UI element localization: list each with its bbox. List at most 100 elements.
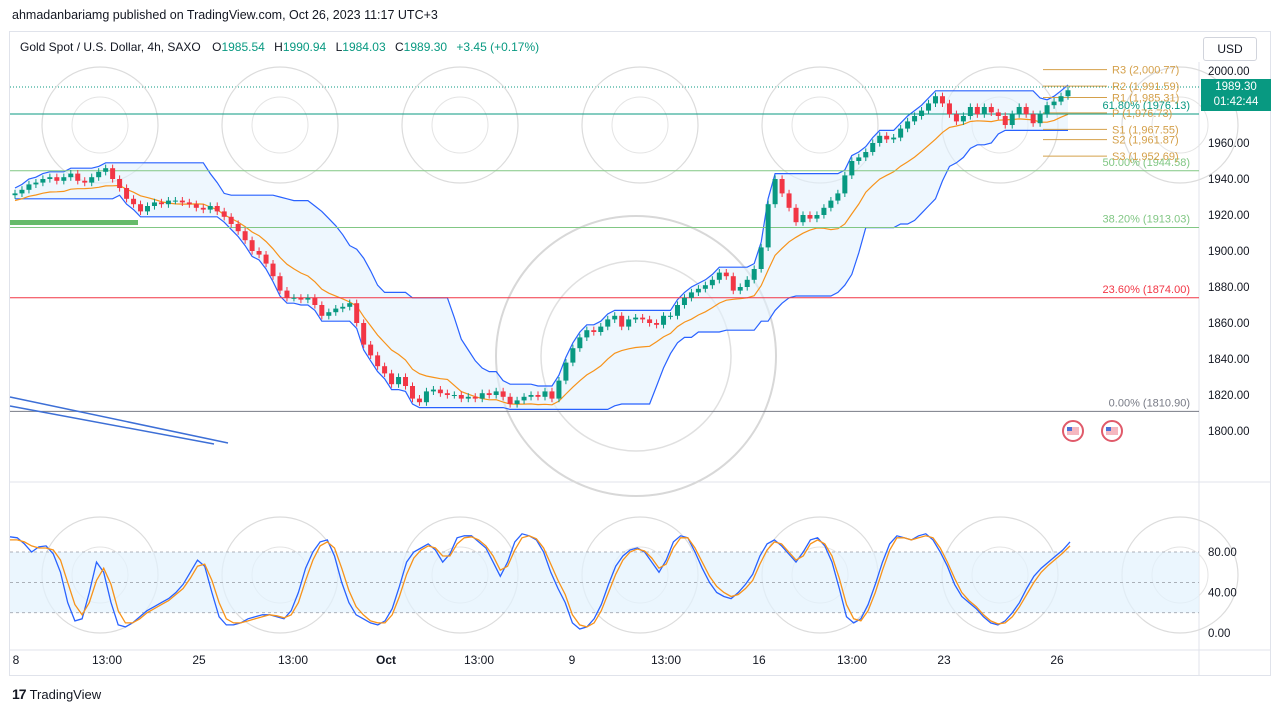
candle-body xyxy=(96,171,102,178)
candle-body xyxy=(765,204,771,248)
time-tick-label: 9 xyxy=(569,653,576,667)
candle-body xyxy=(1044,105,1050,115)
candle-body xyxy=(493,391,499,395)
candle-body xyxy=(26,184,32,190)
candle-body xyxy=(1058,96,1064,102)
candle-body xyxy=(89,177,95,183)
high-key: H xyxy=(274,40,283,54)
pivot-label: R3 (2,000.77) xyxy=(1112,65,1179,77)
pivot-label: S1 (1,967.55) xyxy=(1112,124,1179,136)
candle-body xyxy=(423,391,429,403)
candle-body xyxy=(870,143,876,152)
flag-canton xyxy=(1067,427,1072,431)
candle-body xyxy=(751,269,757,280)
large-watermark-seal-inner xyxy=(540,260,732,452)
watermark-seal xyxy=(401,66,519,184)
candle-body xyxy=(612,315,618,320)
candle-body xyxy=(828,200,834,208)
candle-body xyxy=(1009,114,1015,125)
candle-body xyxy=(528,395,534,397)
candle-body xyxy=(151,202,157,206)
candle-body xyxy=(674,305,680,316)
candles xyxy=(12,86,1071,408)
candle-body xyxy=(974,107,980,115)
close-key: C xyxy=(395,40,404,54)
currency-button[interactable]: USD xyxy=(1203,37,1257,61)
chart-frame xyxy=(9,31,1271,676)
candle-body xyxy=(737,287,743,291)
candle-body xyxy=(814,215,820,219)
candle-body xyxy=(668,315,674,317)
price-tick-label: 1820.00 xyxy=(1208,390,1250,402)
candle-body xyxy=(995,112,1001,116)
candle-body xyxy=(214,206,220,212)
candle-body xyxy=(12,193,18,196)
candle-body xyxy=(396,377,402,385)
candle-body xyxy=(960,116,966,122)
flag-canton xyxy=(1106,427,1111,431)
pivot-label: R2 (1,991.59) xyxy=(1112,81,1179,93)
candle-body xyxy=(47,177,53,179)
candle-body xyxy=(451,395,457,396)
watermark-seal-inner xyxy=(251,96,309,154)
candle-body xyxy=(946,103,952,115)
watermark-seal-inner xyxy=(431,96,489,154)
pivot-label: S2 (1,961.87) xyxy=(1112,135,1179,147)
candle-body xyxy=(277,276,283,291)
candle-body xyxy=(842,175,848,194)
candle-body xyxy=(1051,101,1057,106)
candle-body xyxy=(375,355,381,367)
candle-body xyxy=(193,204,199,208)
price-tick-label: 1880.00 xyxy=(1208,282,1250,294)
candle-body xyxy=(186,202,192,205)
candle-body xyxy=(877,135,883,143)
chart-misc xyxy=(9,220,1123,445)
candle-body xyxy=(919,110,925,116)
candle-body xyxy=(716,272,722,280)
watermark-seal-inner xyxy=(791,96,849,154)
candle-body xyxy=(361,323,367,345)
candle-body xyxy=(577,337,583,349)
candle-body xyxy=(695,288,701,293)
candle-body xyxy=(591,330,597,332)
candle-body xyxy=(891,137,897,140)
candle-body xyxy=(117,179,123,188)
price-tick-label: 1860.00 xyxy=(1208,318,1250,330)
candle-body xyxy=(368,344,374,356)
candle-body xyxy=(514,400,520,404)
candle-body xyxy=(61,177,67,181)
watermark-seal xyxy=(581,66,699,184)
candle-body xyxy=(905,121,911,129)
candle-body xyxy=(479,393,485,399)
candle-body xyxy=(54,177,60,181)
price-tick-label: 1840.00 xyxy=(1208,354,1250,366)
price-tick-label: 1960.00 xyxy=(1208,138,1250,150)
candle-body xyxy=(256,251,262,255)
candle-body xyxy=(654,323,660,325)
candle-body xyxy=(124,188,130,199)
candle-body xyxy=(403,377,409,386)
candle-body xyxy=(472,396,478,399)
candle-body xyxy=(138,204,144,212)
candle-body xyxy=(939,96,945,104)
candle-body xyxy=(772,179,778,205)
candle-body xyxy=(354,303,360,323)
candle-body xyxy=(563,362,569,381)
candle-body xyxy=(270,263,276,277)
fib-level-label: 50.00% (1944.58) xyxy=(1103,157,1190,169)
candle-body xyxy=(110,168,116,179)
footer-brand[interactable]: 17 TradingView xyxy=(12,686,101,702)
candle-body xyxy=(40,179,46,183)
watermark-seal-inner xyxy=(71,96,129,154)
candle-body xyxy=(730,276,736,291)
candle-body xyxy=(800,215,806,223)
fib-level-label: 61.80% (1976.13) xyxy=(1103,100,1190,112)
candle-body xyxy=(688,292,694,298)
candle-body xyxy=(598,326,604,332)
flag-stripes xyxy=(1106,427,1118,435)
brand-name: TradingView xyxy=(29,686,102,702)
candle-body xyxy=(437,389,443,394)
time-tick-label: 26 xyxy=(1050,653,1064,667)
candle-body xyxy=(549,391,555,399)
